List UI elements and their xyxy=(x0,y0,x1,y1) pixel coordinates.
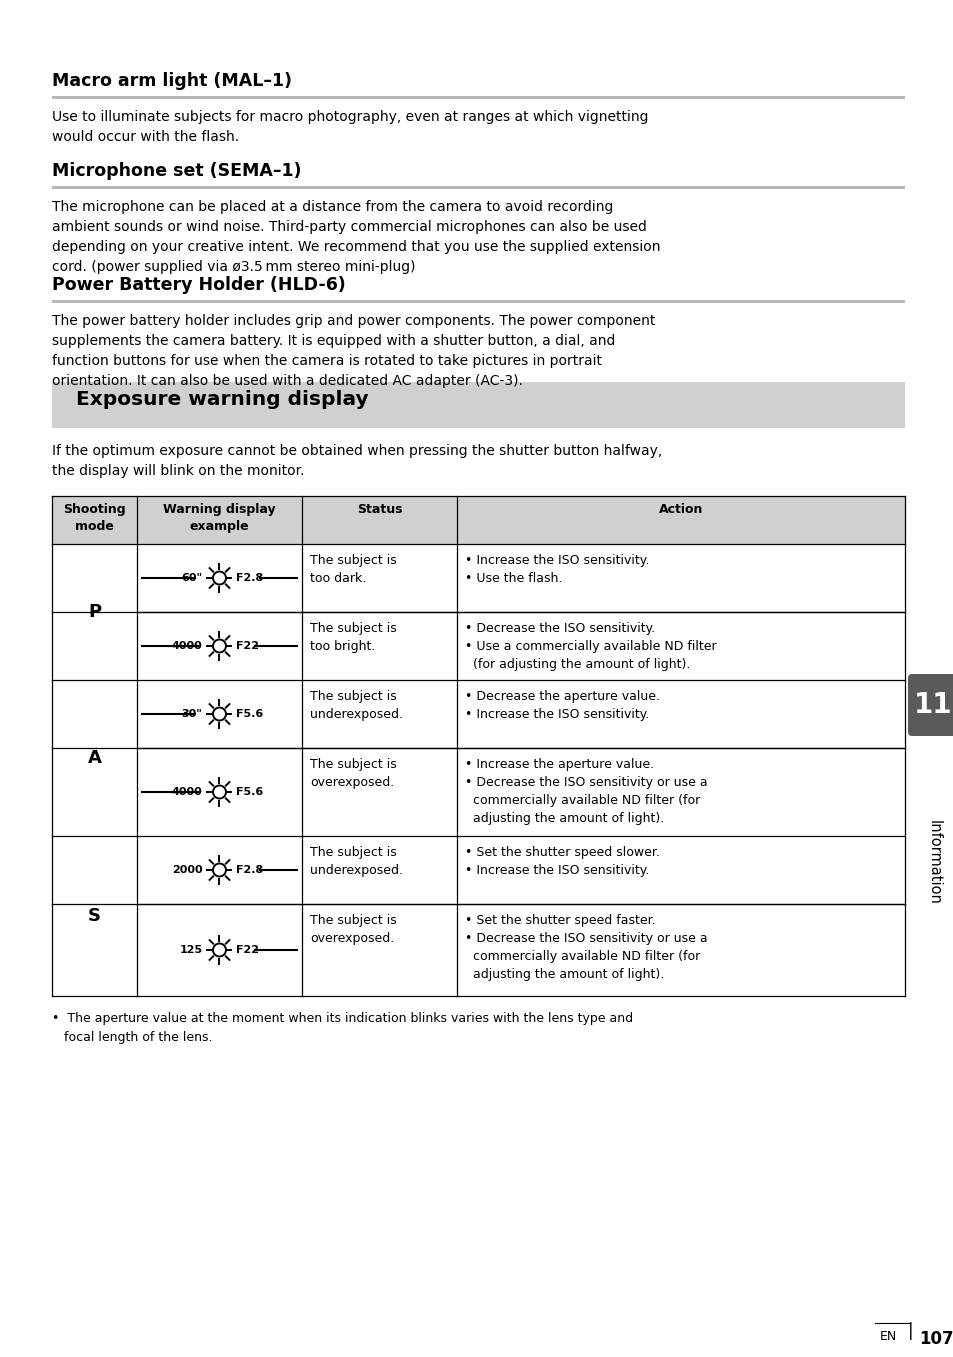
FancyBboxPatch shape xyxy=(907,674,953,735)
Text: The power battery holder includes grip and power components. The power component: The power battery holder includes grip a… xyxy=(52,313,655,388)
Text: Information: Information xyxy=(925,820,941,904)
Bar xyxy=(52,497,904,544)
Text: 60": 60" xyxy=(181,573,202,584)
Text: The subject is
underexposed.: The subject is underexposed. xyxy=(310,845,402,877)
Bar xyxy=(52,836,904,904)
Text: F5.6: F5.6 xyxy=(236,708,263,719)
Text: F22: F22 xyxy=(236,944,259,955)
Text: F22: F22 xyxy=(236,641,259,651)
Text: EN: EN xyxy=(879,1330,896,1343)
Text: If the optimum exposure cannot be obtained when pressing the shutter button half: If the optimum exposure cannot be obtain… xyxy=(52,444,661,478)
Text: 4000: 4000 xyxy=(172,641,202,651)
Text: Microphone set (SEMA–1): Microphone set (SEMA–1) xyxy=(52,161,301,180)
Text: • Decrease the ISO sensitivity.
• Use a commercially available ND filter
  (for : • Decrease the ISO sensitivity. • Use a … xyxy=(464,622,716,670)
Text: The subject is
too bright.: The subject is too bright. xyxy=(310,622,396,653)
Text: The subject is
underexposed.: The subject is underexposed. xyxy=(310,689,402,721)
Text: Warning display
example: Warning display example xyxy=(163,503,275,533)
Bar xyxy=(52,544,904,612)
Text: Status: Status xyxy=(356,503,402,516)
Bar xyxy=(52,383,904,427)
Text: 4000: 4000 xyxy=(172,787,202,797)
Text: Macro arm light (MAL–1): Macro arm light (MAL–1) xyxy=(52,72,292,90)
Text: Shooting
mode: Shooting mode xyxy=(63,503,126,533)
Bar xyxy=(52,904,904,996)
Bar xyxy=(52,300,904,303)
Text: 11: 11 xyxy=(913,691,951,719)
Text: The subject is
overexposed.: The subject is overexposed. xyxy=(310,759,396,788)
Text: 30": 30" xyxy=(181,708,202,719)
Text: Use to illuminate subjects for macro photography, even at ranges at which vignet: Use to illuminate subjects for macro pho… xyxy=(52,110,648,144)
Bar xyxy=(52,186,904,189)
Bar xyxy=(52,680,904,748)
Text: The microphone can be placed at a distance from the camera to avoid recording
am: The microphone can be placed at a distan… xyxy=(52,199,659,274)
Text: • Decrease the aperture value.
• Increase the ISO sensitivity.: • Decrease the aperture value. • Increas… xyxy=(464,689,659,721)
Text: 2000: 2000 xyxy=(172,864,202,875)
Text: A: A xyxy=(88,749,101,767)
Text: The subject is
too dark.: The subject is too dark. xyxy=(310,554,396,585)
Text: The subject is
overexposed.: The subject is overexposed. xyxy=(310,915,396,944)
Text: •  The aperture value at the moment when its indication blinks varies with the l: • The aperture value at the moment when … xyxy=(52,1012,633,1044)
Text: 125: 125 xyxy=(179,944,202,955)
Text: • Increase the aperture value.
• Decrease the ISO sensitivity or use a
  commerc: • Increase the aperture value. • Decreas… xyxy=(464,759,707,825)
Text: Action: Action xyxy=(659,503,702,516)
Text: Exposure warning display: Exposure warning display xyxy=(62,389,368,408)
Text: • Set the shutter speed slower.
• Increase the ISO sensitivity.: • Set the shutter speed slower. • Increa… xyxy=(464,845,659,877)
Text: S: S xyxy=(88,906,101,925)
Text: Power Battery Holder (HLD-6): Power Battery Holder (HLD-6) xyxy=(52,275,345,294)
Bar xyxy=(52,96,904,99)
Text: F2.8: F2.8 xyxy=(236,573,263,584)
Text: 107: 107 xyxy=(918,1330,953,1348)
Bar xyxy=(52,748,904,836)
Text: |: | xyxy=(907,1322,913,1339)
Text: • Increase the ISO sensitivity.
• Use the flash.: • Increase the ISO sensitivity. • Use th… xyxy=(464,554,649,585)
Bar xyxy=(52,612,904,680)
Text: F2.8: F2.8 xyxy=(236,864,263,875)
Text: P: P xyxy=(88,603,101,622)
Text: • Set the shutter speed faster.
• Decrease the ISO sensitivity or use a
  commer: • Set the shutter speed faster. • Decrea… xyxy=(464,915,707,981)
Text: F5.6: F5.6 xyxy=(236,787,263,797)
